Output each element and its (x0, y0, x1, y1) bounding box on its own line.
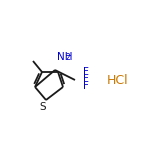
Text: S: S (40, 102, 46, 112)
Text: F: F (83, 67, 89, 77)
Text: F: F (83, 74, 89, 84)
Text: F: F (83, 81, 89, 91)
Text: HCl: HCl (107, 74, 129, 86)
Text: NH: NH (57, 52, 73, 62)
Text: 2: 2 (66, 54, 70, 62)
